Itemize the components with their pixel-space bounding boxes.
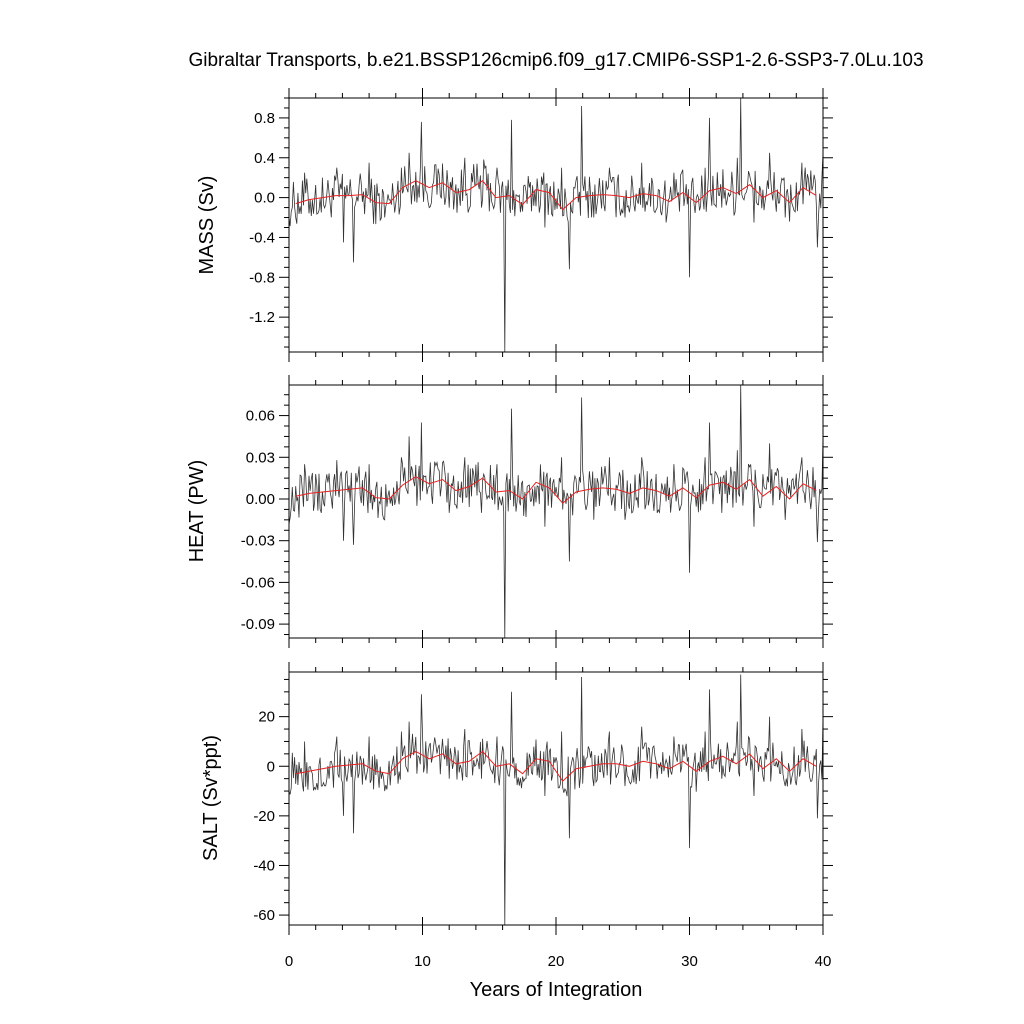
x-tick-label: 20: [548, 953, 565, 970]
mass-y-tick-label: -1.2: [249, 309, 275, 326]
salt-y-tick-label: 20: [258, 709, 275, 726]
salt-monthly-series-line: [289, 674, 823, 925]
mass-panel: MASS (Sv) -1.2 -0.8 -0.4 0.0 0.4 0.8: [196, 88, 833, 362]
heat-y-tick-label: -0.09: [241, 616, 275, 633]
mass-y-tick-label: -0.4: [249, 229, 275, 246]
mass-plot-frame: [288, 97, 824, 353]
heat-plot-frame: [288, 384, 824, 639]
x-tick-label: 10: [414, 953, 431, 970]
heat-y-tick-label: 0.03: [246, 449, 275, 466]
heat-monthly-series-line: [289, 385, 823, 638]
mass-y-tick-label: 0.0: [254, 190, 275, 207]
salt-y-tick-label: -40: [253, 857, 275, 874]
mass-y-tick-label: 0.8: [254, 110, 275, 127]
salt-y-tick-label: -60: [253, 907, 275, 924]
salt-annual-mean-line: [295, 750, 817, 782]
x-tick-label: 40: [815, 953, 832, 970]
x-axis: Years of Integration 0 10 20 30 40: [285, 953, 832, 1001]
heat-panel: HEAT (PW) -0.09 -0.06 -0.03 0.00 0.03 0.06: [186, 375, 833, 648]
heat-y-tick-label: 0.06: [246, 408, 275, 425]
mass-y-axis-label: MASS (Sv): [196, 176, 218, 275]
x-tick-label: 0: [285, 953, 293, 970]
salt-y-tick-label: -20: [253, 808, 275, 825]
x-axis-label: Years of Integration: [470, 979, 643, 1001]
mass-y-tick-label: 0.4: [254, 150, 275, 167]
mass-y-tick-label: -0.8: [249, 269, 275, 286]
heat-annual-mean-line: [295, 476, 817, 504]
salt-plot-frame: [288, 671, 824, 926]
x-tick-label: 30: [681, 953, 698, 970]
heat-y-tick-label: -0.06: [241, 574, 275, 591]
heat-y-axis-label: HEAT (PW): [186, 460, 208, 563]
mass-monthly-series-line: [289, 98, 823, 352]
salt-panel: SALT (Sv*ppt) -60 -40 -20 0 20: [200, 662, 833, 935]
mass-annual-mean-line: [295, 180, 817, 211]
heat-y-tick-label: 0.00: [246, 491, 275, 508]
salt-y-axis-label: SALT (Sv*ppt): [200, 735, 222, 861]
salt-y-tick-label: 0: [267, 758, 275, 775]
chart-title: Gibraltar Transports, b.e21.BSSP126cmip6…: [188, 50, 923, 71]
heat-y-tick-label: -0.03: [241, 533, 275, 550]
